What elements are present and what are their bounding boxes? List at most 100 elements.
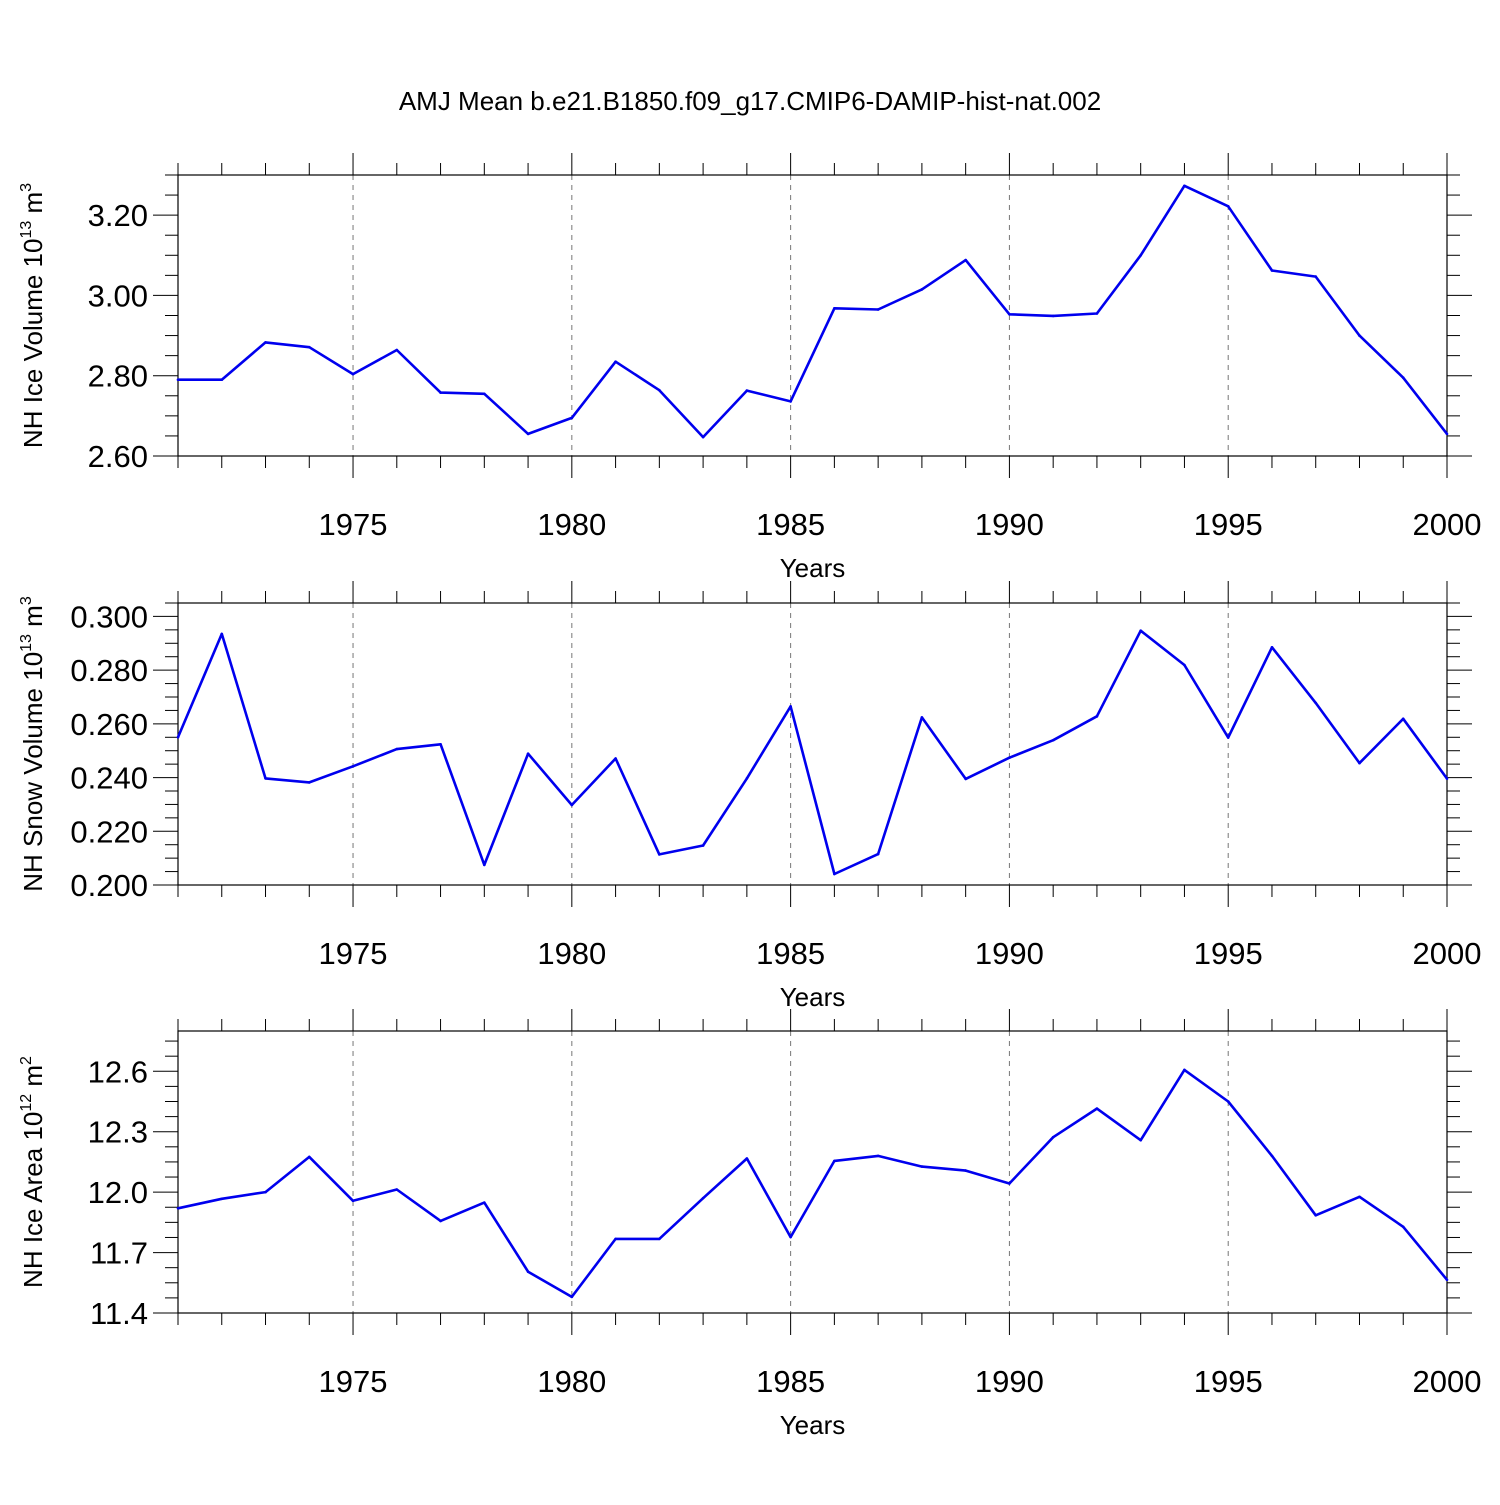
plot-frame (177, 1030, 1448, 1314)
x-tick-label: 1980 (537, 936, 606, 971)
y-tick-label: 3.20 (88, 198, 148, 233)
y-axis-label-text: NH Ice Area 10 (18, 1112, 48, 1288)
data-point (1445, 1278, 1449, 1282)
x-tick-label: 1985 (756, 936, 825, 971)
y-tick-label: 0.200 (70, 868, 148, 903)
data-point (1008, 1182, 1011, 1185)
y-axis-label-superscript: 12 (18, 1094, 35, 1112)
y-tick-label: 0.240 (70, 761, 148, 796)
y-tick-label: 0.260 (70, 707, 148, 742)
chart-title: AMJ Mean b.e21.B1850.f09_g17.CMIP6-DAMIP… (399, 86, 1101, 116)
data-point (526, 432, 530, 436)
data-point (1226, 205, 1230, 208)
data-point (1183, 663, 1186, 667)
data-point (395, 747, 399, 751)
data-point (1401, 376, 1405, 380)
data-point (1226, 736, 1230, 739)
data-point (658, 388, 661, 392)
data-point (570, 416, 574, 420)
y-axis-label-superscript: 3 (18, 596, 35, 605)
data-point (876, 1154, 880, 1158)
x-tick-label: 1985 (756, 507, 825, 542)
data-point (964, 258, 967, 262)
x-tick-label: 1990 (975, 936, 1044, 971)
data-point (395, 348, 399, 352)
y-tick-label: 0.280 (70, 653, 148, 688)
data-point (264, 341, 267, 344)
data-point (1358, 334, 1361, 337)
y-axis-label: NH Ice Volume 1013 m3 (18, 183, 48, 448)
data-point (920, 716, 924, 719)
data-point (614, 360, 617, 363)
y-axis-label-superscript: 13 (18, 634, 35, 652)
y-tick-label: 12.6 (88, 1054, 148, 1089)
series-line (176, 629, 1449, 876)
data-point (439, 391, 442, 394)
data-point (439, 742, 442, 746)
data-point (220, 1197, 224, 1201)
data-point (920, 1165, 924, 1168)
data-point (307, 1155, 311, 1159)
x-tick-label: 1995 (1194, 1364, 1263, 1399)
data-point (570, 1295, 574, 1299)
data-point (789, 705, 792, 708)
series-line (178, 184, 1449, 439)
data-point (307, 345, 311, 349)
data-point (351, 372, 355, 376)
data-point (1095, 715, 1099, 718)
data-point (1095, 1107, 1099, 1110)
y-axis-label-text: NH Ice Volume 10 (18, 239, 48, 449)
x-tick-label: 2000 (1413, 1364, 1482, 1399)
data-point (1401, 1225, 1405, 1229)
x-tick-label: 1985 (756, 1364, 825, 1399)
data-point (701, 844, 705, 847)
panel-3: 11.4 11.7 12.0 12.3 12.6 1975 1980 1985 1990 1995… (18, 1009, 1481, 1440)
data-point (745, 1157, 749, 1160)
data-point (395, 1188, 399, 1191)
data-point (1095, 312, 1099, 315)
data-point (833, 1159, 836, 1163)
data-point (876, 308, 880, 311)
data-point (1358, 1195, 1361, 1199)
y-axis-label-text: m (18, 1065, 48, 1094)
y-tick-label: 3.00 (88, 278, 148, 313)
data-point (1139, 253, 1142, 257)
data-point (1139, 1138, 1142, 1142)
y-axis-label: NH Ice Area 1012 m2 (18, 1056, 48, 1288)
data-point (264, 777, 267, 780)
y-tick-label: 12.0 (88, 1175, 148, 1210)
data-point (789, 400, 792, 403)
data-point (614, 757, 617, 760)
x-tick-label: 1980 (537, 1364, 606, 1399)
x-tick-label: 1990 (975, 507, 1044, 542)
data-point (1226, 1100, 1230, 1103)
x-axis-label: Years (780, 553, 846, 583)
x-tick-label: 2000 (1413, 936, 1482, 971)
x-tick-label: 1975 (319, 936, 388, 971)
data-point (833, 306, 836, 310)
y-axis-label-text: m (18, 605, 48, 634)
data-point (570, 803, 574, 807)
y-axis-label-text: NH Snow Volume 10 (18, 652, 48, 892)
data-point (176, 735, 180, 739)
data-point (1139, 629, 1142, 632)
data-point (526, 752, 530, 755)
data-point (176, 1206, 180, 1210)
panel-1: 2.60 2.80 3.00 3.20 1975 1980 1985 1990 1995 2000… (18, 153, 1481, 583)
data-point (176, 378, 180, 382)
data-point (1358, 761, 1361, 765)
data-point (483, 863, 486, 867)
data-point (220, 378, 224, 382)
data-point (483, 392, 486, 396)
data-point (264, 1190, 267, 1194)
y-tick-label: 12.3 (88, 1115, 148, 1150)
data-point (351, 764, 355, 768)
data-point (1314, 701, 1318, 705)
data-point (1051, 1135, 1055, 1139)
x-axis-label: Years (780, 1410, 846, 1440)
x-axis-label: Years (780, 982, 846, 1012)
x-tick-label: 2000 (1413, 507, 1482, 542)
data-point (1183, 1068, 1186, 1072)
